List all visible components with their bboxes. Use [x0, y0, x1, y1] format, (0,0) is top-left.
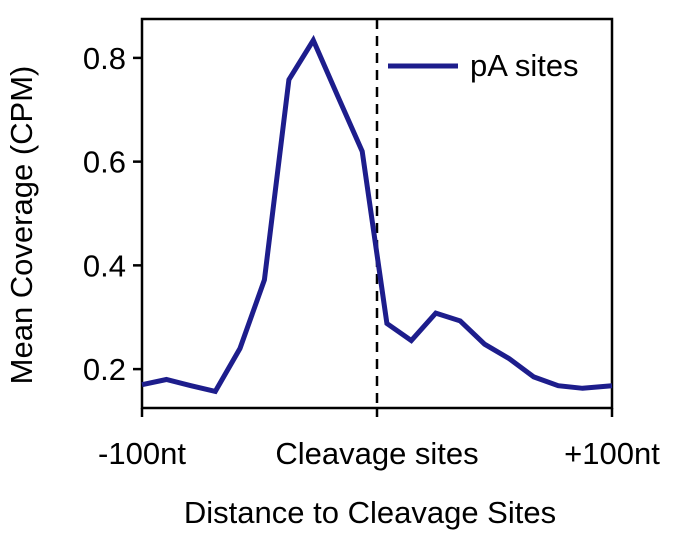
y-axis-title: Mean Coverage (CPM) [4, 66, 39, 385]
legend: pA sites [388, 48, 579, 83]
x-tick-label: -100nt [98, 436, 186, 471]
y-tick-label: 0.4 [83, 248, 126, 283]
x-axis-ticks: -100nt Cleavage sites +100nt [98, 408, 660, 471]
x-tick-label: Cleavage sites [275, 436, 478, 471]
y-tick-label: 0.8 [83, 41, 126, 76]
x-axis-title: Distance to Cleavage Sites [184, 495, 556, 530]
y-tick-label: 0.2 [83, 352, 126, 387]
y-tick-label: 0.6 [83, 145, 126, 180]
y-axis-ticks: 0.2 0.4 0.6 0.8 [83, 41, 142, 387]
x-tick-label: +100nt [564, 436, 660, 471]
series-layer [141, 34, 613, 395]
series-line-pa-sites [141, 34, 613, 395]
legend-label: pA sites [470, 48, 579, 83]
